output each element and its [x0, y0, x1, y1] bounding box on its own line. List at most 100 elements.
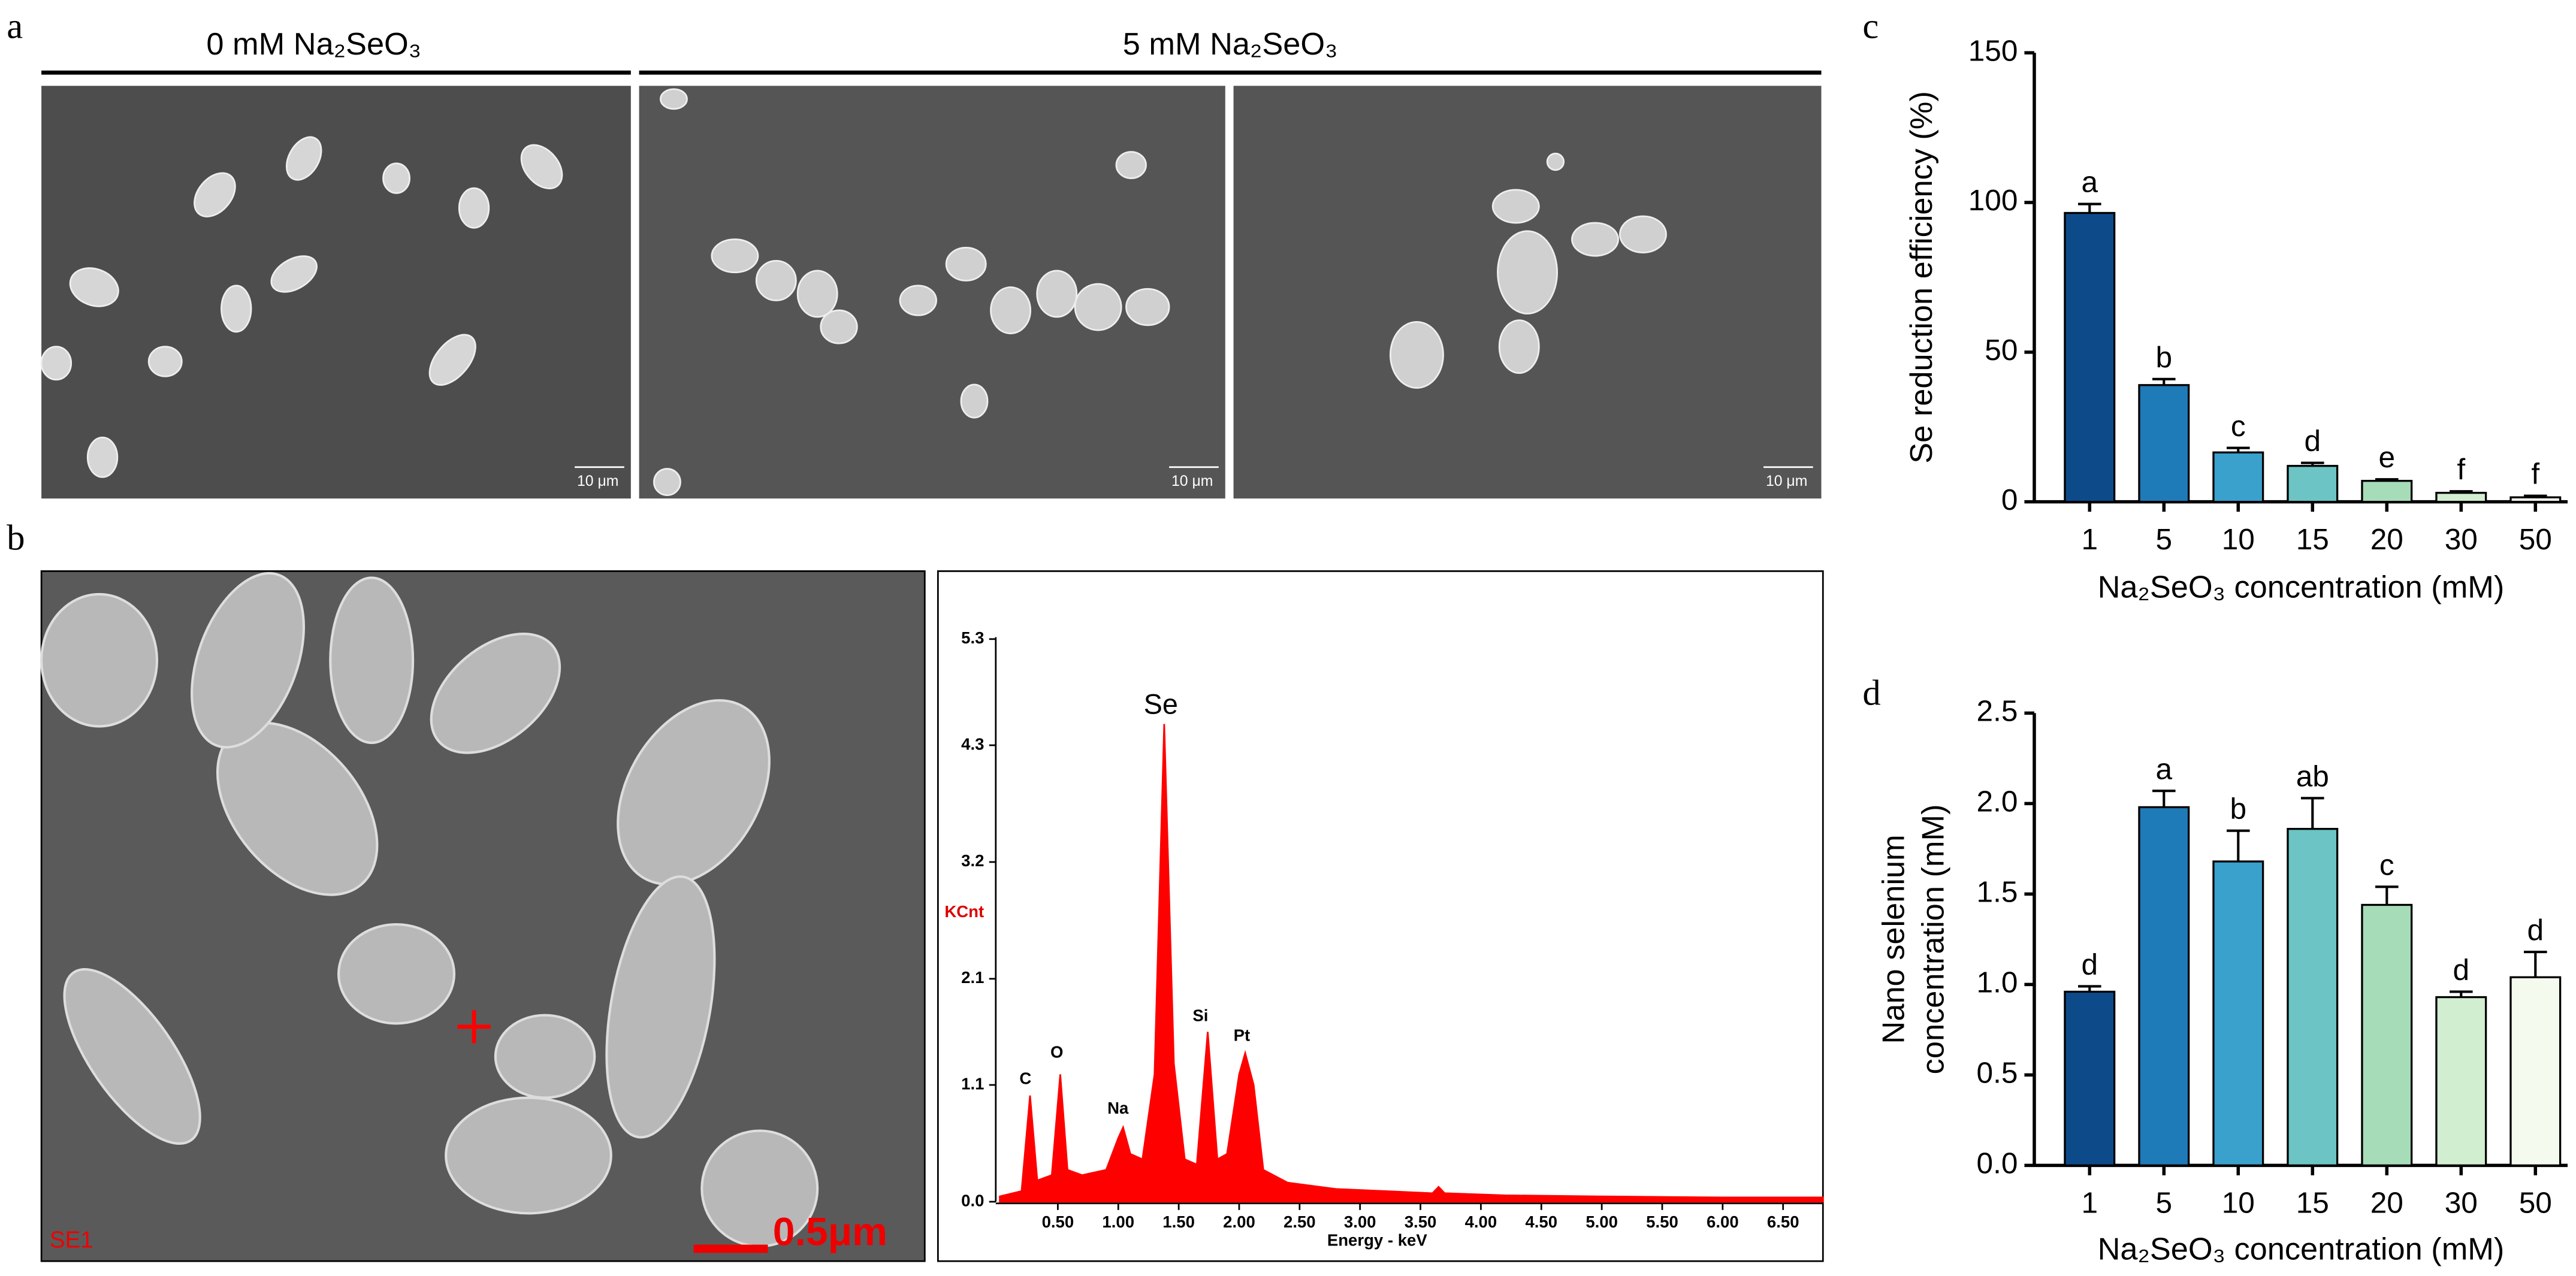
y-tick-label: 2.0 — [1977, 784, 2018, 818]
x-tick-label: 50 — [2519, 1186, 2552, 1220]
bar — [2212, 860, 2264, 1167]
scale-text: 10 μm — [1766, 473, 1807, 489]
peak-label: Si — [1192, 1006, 1208, 1025]
x-tick-label: 4.50 — [1525, 1212, 1557, 1231]
y-tick-label: 1.0 — [1977, 965, 2018, 999]
x-tick-label: 10 — [2222, 522, 2255, 556]
x-tick-label: 6.50 — [1767, 1212, 1799, 1231]
peak-label: Pt — [1234, 1026, 1251, 1045]
sem-image: 10 μm — [639, 86, 1225, 499]
sem-header: 0 mM Na₂SeO₃ — [206, 27, 421, 62]
scale-text: 10 μm — [1171, 473, 1213, 489]
x-tick-label: 1.50 — [1162, 1212, 1195, 1231]
bar — [2287, 465, 2339, 503]
x-tick-label: 50 — [2519, 522, 2552, 556]
x-tick-label: 5 — [2156, 1186, 2173, 1220]
significance-letter: a — [2156, 752, 2173, 785]
x-tick-label: 1.00 — [1102, 1212, 1134, 1231]
y-tick-label: 1.1 — [961, 1074, 984, 1093]
bar — [2064, 990, 2116, 1167]
y-tick-label: 0 — [2001, 483, 2018, 516]
y-axis-label: KCnt — [944, 902, 984, 921]
y-tick-label: 5.3 — [961, 628, 984, 647]
significance-letter: d — [2527, 913, 2544, 947]
x-tick-label: 5.00 — [1586, 1212, 1618, 1231]
significance-letter: d — [2082, 947, 2098, 981]
y-tick-label: 3.2 — [961, 851, 984, 870]
significance-letter: d — [2453, 953, 2469, 986]
significance-letter: c — [2379, 848, 2394, 881]
x-tick-label: 15 — [2296, 522, 2329, 556]
significance-letter: c — [2231, 409, 2246, 443]
y-tick-label: 100 — [1968, 183, 2018, 217]
significance-letter: b — [2230, 792, 2247, 826]
sem-image: 10 μm — [1233, 86, 1822, 499]
panel-label: d — [1862, 673, 1880, 713]
bar — [2509, 496, 2562, 503]
x-tick-label: 2.00 — [1223, 1212, 1255, 1231]
scale-text: 10 μm — [577, 473, 618, 489]
peak-label: Se — [1144, 689, 1178, 720]
y-tick-label: 4.3 — [961, 734, 984, 753]
bar — [2287, 828, 2339, 1167]
sem-mode: SE1 — [50, 1227, 93, 1253]
x-axis-label: Energy - keV — [1327, 1230, 1428, 1249]
bar — [2064, 211, 2116, 503]
x-tick-label: 3.00 — [1344, 1212, 1376, 1231]
x-tick-label: 6.00 — [1707, 1212, 1739, 1231]
peak-label: Na — [1107, 1099, 1129, 1117]
x-tick-label: 4.00 — [1465, 1212, 1497, 1231]
significance-letter: b — [2156, 340, 2173, 374]
significance-letter: d — [2304, 424, 2321, 458]
y-tick-label: 150 — [1968, 34, 2018, 67]
sem-image — [40, 86, 631, 499]
sem-image: SE1 0.5μm — [40, 570, 926, 1262]
y-tick-label: 50 — [1985, 333, 2018, 367]
x-tick-label: 2.50 — [1284, 1212, 1316, 1231]
x-tick-label: 20 — [2370, 1186, 2403, 1220]
y-tick-label: 2.5 — [1977, 694, 2018, 727]
significance-letter: f — [2457, 452, 2465, 486]
significance-letter: ab — [2296, 759, 2329, 793]
bar — [2138, 806, 2190, 1167]
x-tick-label: 20 — [2370, 522, 2403, 556]
eds-frame — [937, 570, 1824, 1262]
panel-label: c — [1862, 7, 1879, 47]
peak-label: C — [1019, 1069, 1031, 1087]
x-tick-label: 10 — [2222, 1186, 2255, 1220]
y-tick-label: 2.1 — [961, 968, 984, 987]
peak-label: O — [1050, 1042, 1063, 1061]
x-tick-label: 1 — [2082, 1186, 2098, 1220]
panel-label: a — [7, 7, 23, 47]
x-axis-label: Na₂SeO₃ concentration (mM) — [2098, 1232, 2505, 1266]
bar — [2509, 976, 2562, 1167]
x-tick-label: 30 — [2445, 1186, 2478, 1220]
bar — [2361, 480, 2413, 503]
significance-letter: f — [2531, 457, 2539, 491]
x-tick-label: 3.50 — [1405, 1212, 1437, 1231]
x-axis-label: Na₂SeO₃ concentration (mM) — [2098, 570, 2505, 605]
y-axis-label: concentration (mM) — [1916, 804, 1950, 1074]
bar — [2212, 451, 2264, 503]
x-tick-label: 1 — [2082, 522, 2098, 556]
y-axis-label: Se reduction efficiency (%) — [1904, 91, 1939, 464]
y-tick-label: 0.0 — [961, 1191, 984, 1210]
sem-header: 5 mM Na₂SeO₃ — [1123, 27, 1338, 62]
bar — [2435, 996, 2487, 1167]
bar — [2361, 903, 2413, 1167]
y-tick-label: 1.5 — [1977, 875, 2018, 908]
significance-letter: e — [2378, 440, 2395, 474]
x-tick-label: 30 — [2445, 522, 2478, 556]
panel-label: b — [7, 518, 25, 558]
y-axis-label: Nano selenium — [1876, 834, 1911, 1044]
scale-text: 0.5μm — [773, 1210, 887, 1254]
x-tick-label: 15 — [2296, 1186, 2329, 1220]
bar — [2138, 384, 2190, 503]
y-tick-label: 0.5 — [1977, 1056, 2018, 1089]
y-tick-label: 0.0 — [1977, 1146, 2018, 1180]
spectrum-area — [999, 724, 1824, 1203]
x-tick-label: 0.50 — [1042, 1212, 1074, 1231]
bar — [2435, 492, 2487, 503]
